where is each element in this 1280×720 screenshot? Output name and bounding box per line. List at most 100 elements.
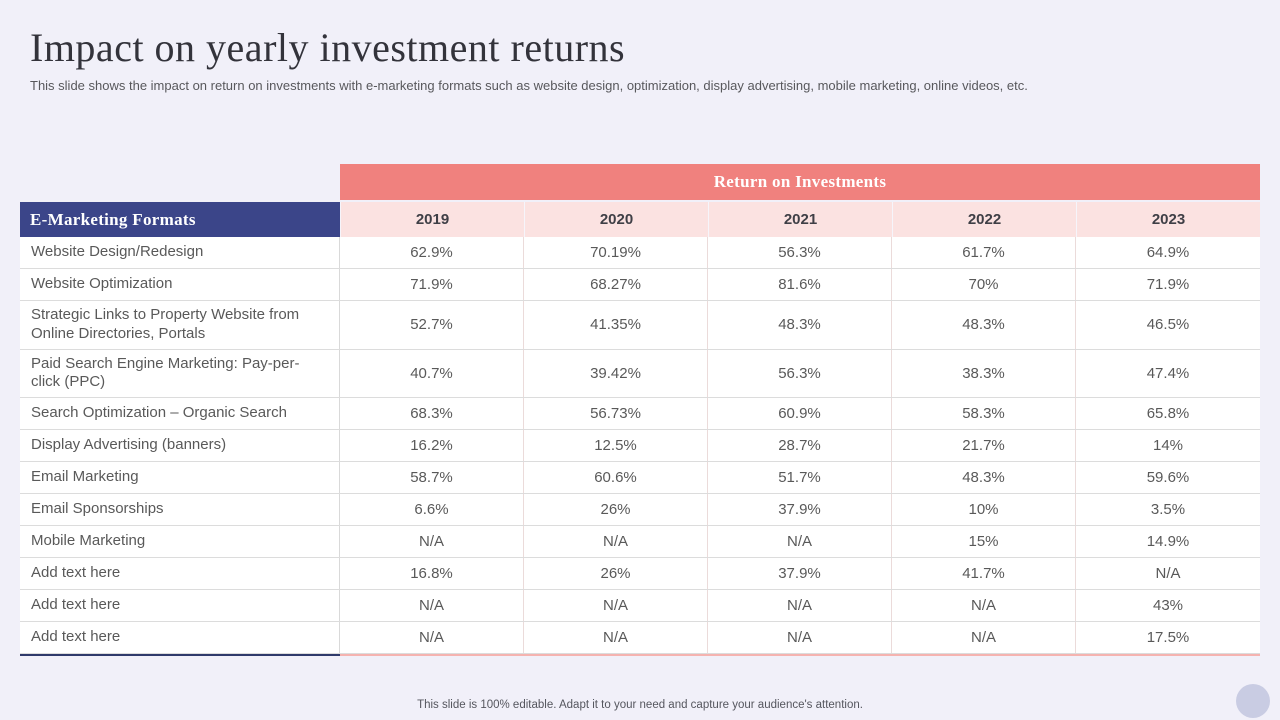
table-row: Website Design/Redesign 62.9% 70.19% 56.3%… [20, 237, 1260, 269]
column-header-2023: 2023 [1076, 202, 1260, 237]
value-cell: 3.5% [1150, 501, 1186, 518]
table-row: Email Sponsorships 6.6% 26% 37.9% 10% 3.5% [20, 494, 1260, 526]
column-header-2020: 2020 [524, 202, 708, 237]
column-header-2022: 2022 [892, 202, 1076, 237]
value-cell: 60.9% [708, 398, 892, 429]
value-cell: 65.8% [1146, 405, 1190, 422]
value-cell: N/A [340, 590, 524, 621]
value-cell: 37.9% [708, 494, 892, 525]
value-cell: 48.3% [892, 462, 1076, 493]
value-cell: 46.5% [1146, 316, 1190, 334]
table-row: Mobile Marketing N/A N/A N/A 15% 14.9% [20, 526, 1260, 558]
value-cell: N/A [340, 526, 524, 557]
value-cell: 12.5% [524, 430, 708, 461]
value-cell: 61.7% [892, 237, 1076, 268]
bottom-border-salmon-segment [340, 654, 1260, 656]
value-cell: 26% [524, 558, 708, 589]
value-cell: N/A [708, 590, 892, 621]
value-cell: 10% [892, 494, 1076, 525]
table-row: Strategic Links to Property Website from… [20, 301, 1260, 350]
value-cell: 14% [1152, 437, 1184, 454]
corner-decoration-circle [1236, 684, 1270, 718]
table-top-header-row: Return on Investments [20, 164, 1260, 200]
value-cell: 21.7% [892, 430, 1076, 461]
value-cell: 41.35% [524, 301, 708, 349]
row-label: Email Sponsorships [20, 494, 340, 525]
value-cell: N/A [524, 526, 708, 557]
table-bottom-border [20, 654, 1260, 656]
row-label: Website Design/Redesign [20, 237, 340, 268]
row-label: Add text here [20, 590, 340, 621]
value-cell: 64.9% [1146, 244, 1190, 261]
value-cell: 60.6% [524, 462, 708, 493]
table-row: Website Optimization 71.9% 68.27% 81.6% 70%… [20, 269, 1260, 301]
value-cell: 62.9% [340, 237, 524, 268]
value-cell: 70% [892, 269, 1076, 300]
row-label: Add text here [20, 622, 340, 653]
table-row: Add text here N/A N/A N/A N/A 43% [20, 590, 1260, 622]
page-subtitle: This slide shows the impact on return on… [30, 78, 1028, 93]
value-cell: 71.9% [340, 269, 524, 300]
column-header-2019: 2019 [340, 202, 524, 237]
value-cell: 41.7% [892, 558, 1076, 589]
table-row: Add text here N/A N/A N/A N/A 17.5% [20, 622, 1260, 654]
page-title: Impact on yearly investment returns [30, 25, 626, 70]
row-label: Mobile Marketing [20, 526, 340, 557]
value-cell: 59.6% [1146, 469, 1190, 486]
value-cell: 16.8% [340, 558, 524, 589]
value-cell: 16.2% [340, 430, 524, 461]
value-cell: 58.3% [892, 398, 1076, 429]
table-row: Display Advertising (banners) 16.2% 12.5%… [20, 430, 1260, 462]
value-cell: 56.3% [708, 349, 892, 397]
value-cell: N/A [340, 622, 524, 653]
value-cell: 48.3% [708, 301, 892, 349]
value-cell: N/A [1155, 565, 1181, 582]
value-cell: 39.42% [524, 349, 708, 397]
value-cell: 81.6% [708, 269, 892, 300]
value-cell: N/A [892, 590, 1076, 621]
row-label: Email Marketing [20, 462, 340, 493]
table-body: Website Design/Redesign 62.9% 70.19% 56.3%… [20, 237, 1260, 654]
value-cell: N/A [708, 526, 892, 557]
value-cell: 37.9% [708, 558, 892, 589]
value-cell: 28.7% [708, 430, 892, 461]
header-spacer [20, 164, 340, 200]
row-label: Display Advertising (banners) [20, 430, 340, 461]
value-cell: 68.27% [524, 269, 708, 300]
value-cell: 56.73% [524, 398, 708, 429]
table-column-header-row: E-Marketing Formats 2019 2020 2021 2022 … [20, 202, 1260, 237]
row-label: Paid Search Engine Marketing: Pay-per-cl… [20, 349, 340, 397]
table-row: Email Marketing 58.7% 60.6% 51.7% 48.3% 59.6… [20, 462, 1260, 494]
value-cell: 58.7% [340, 462, 524, 493]
value-cell: 26% [524, 494, 708, 525]
value-cell: 14.9% [1146, 533, 1190, 550]
footer-note: This slide is 100% editable. Adapt it to… [417, 699, 863, 711]
value-cell: N/A [708, 622, 892, 653]
value-cell: 56.3% [708, 237, 892, 268]
value-cell: 6.6% [340, 494, 524, 525]
value-cell: 43% [1152, 597, 1184, 614]
row-label: Website Optimization [20, 269, 340, 300]
value-cell: 38.3% [892, 349, 1076, 397]
value-cell: 47.4% [1146, 364, 1190, 382]
row-label: Strategic Links to Property Website from… [20, 301, 340, 349]
value-cell: 71.9% [1146, 276, 1190, 293]
value-cell: 48.3% [892, 301, 1076, 349]
value-cell: 68.3% [340, 398, 524, 429]
value-cell: N/A [524, 622, 708, 653]
column-header-2021: 2021 [708, 202, 892, 237]
value-cell: 17.5% [1146, 629, 1190, 646]
table-row: Search Optimization – Organic Search 68.… [20, 398, 1260, 430]
table-title-banner: Return on Investments [340, 164, 1260, 200]
value-cell: 52.7% [340, 301, 524, 349]
value-cell: 40.7% [340, 349, 524, 397]
table-row: Add text here 16.8% 26% 37.9% 41.7% N/A [20, 558, 1260, 590]
value-cell: 70.19% [524, 237, 708, 268]
value-cell: 15% [892, 526, 1076, 557]
value-cell: 51.7% [708, 462, 892, 493]
value-cell: N/A [892, 622, 1076, 653]
roi-table: Return on Investments E-Marketing Format… [20, 164, 1260, 656]
row-label: Add text here [20, 558, 340, 589]
bottom-border-navy-segment [20, 654, 340, 656]
